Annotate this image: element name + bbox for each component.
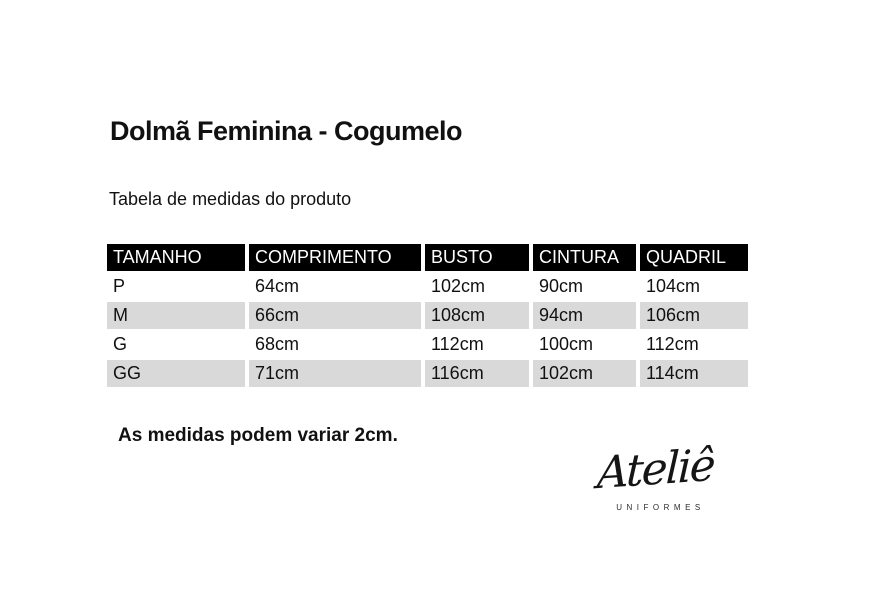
table-cell: 102cm <box>425 273 529 300</box>
table-row: G 68cm 112cm 100cm 112cm <box>107 331 748 358</box>
table-cell: 68cm <box>249 331 421 358</box>
column-header: COMPRIMENTO <box>249 244 421 271</box>
table-cell: 100cm <box>533 331 636 358</box>
measurement-note: As medidas podem variar 2cm. <box>118 425 398 446</box>
page-subtitle: Tabela de medidas do produto <box>109 189 352 209</box>
table-cell: 71cm <box>249 360 421 387</box>
table-cell: 106cm <box>640 302 748 329</box>
table-cell: 114cm <box>640 360 748 387</box>
table-row: GG 71cm 116cm 102cm 114cm <box>107 360 748 387</box>
table-cell: M <box>107 302 245 329</box>
table-cell: 90cm <box>533 273 636 300</box>
table-cell: 104cm <box>640 273 748 300</box>
brand-tagline: UNIFORMES <box>616 503 705 513</box>
table-cell: 112cm <box>640 331 748 358</box>
table-cell: P <box>107 273 245 300</box>
table-row: P 64cm 102cm 90cm 104cm <box>107 273 748 300</box>
column-header: BUSTO <box>425 244 529 271</box>
table-cell: 94cm <box>533 302 636 329</box>
table-cell: 64cm <box>249 273 421 300</box>
table-row: M 66cm 108cm 94cm 106cm <box>107 302 748 329</box>
column-header: QUADRIL <box>640 244 748 271</box>
size-table-header-row: TAMANHO COMPRIMENTO BUSTO CINTURA QUADRIL <box>107 244 748 271</box>
page-title: Dolmã Feminina - Cogumelo <box>110 116 463 146</box>
table-cell: GG <box>107 360 245 387</box>
table-cell: 102cm <box>533 360 636 387</box>
brand-logo: Ateliê UNIFORMES <box>583 440 728 513</box>
column-header: TAMANHO <box>107 244 245 271</box>
table-cell: 66cm <box>249 302 421 329</box>
column-header: CINTURA <box>533 244 636 271</box>
table-cell: 108cm <box>425 302 529 329</box>
table-cell: 116cm <box>425 360 529 387</box>
brand-script-text: Ateliê <box>596 439 715 500</box>
table-cell: G <box>107 331 245 358</box>
table-cell: 112cm <box>425 331 529 358</box>
